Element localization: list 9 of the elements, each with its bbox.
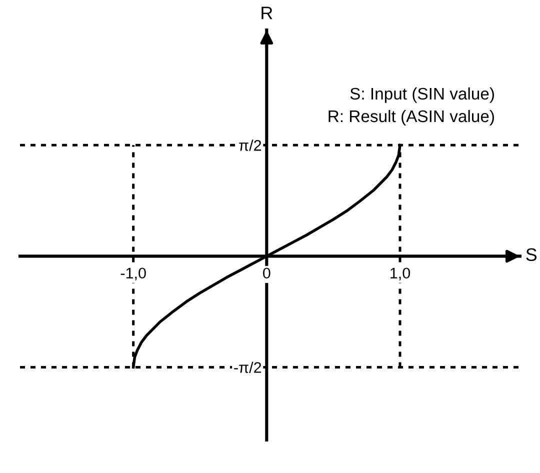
x-tick-label: 1,0	[390, 268, 410, 280]
y-tick-label: -π/2	[234, 362, 262, 373]
x-tick-label: 0	[263, 268, 270, 279]
y-axis-title: R	[262, 6, 272, 20]
y-tick-label: π/2	[239, 140, 262, 151]
x-tick-label: -1,0	[120, 268, 146, 280]
x-axis-title: S	[526, 248, 537, 262]
annotation: S: Input (SIN value)	[350, 87, 494, 103]
annotation: R: Result (ASIN value)	[328, 110, 494, 126]
